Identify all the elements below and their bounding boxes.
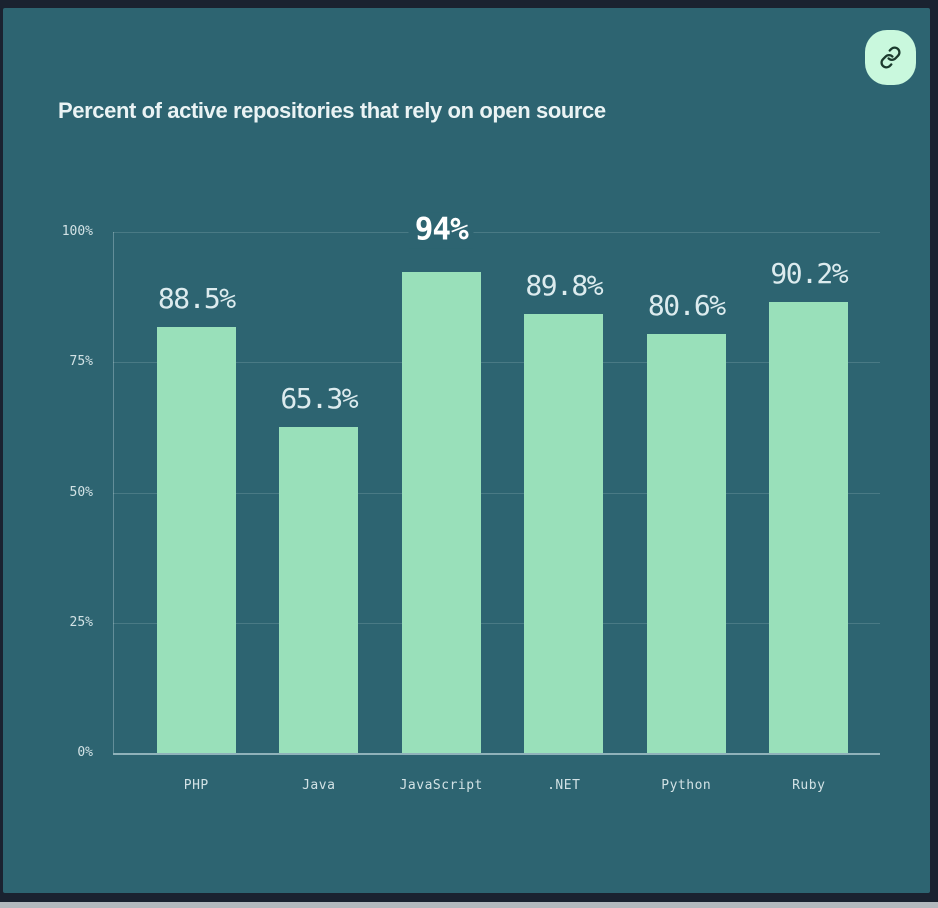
bar-value-label: 89.8% [525, 268, 603, 302]
plot-area: 100% 75% 50% 25% 0% 88.5% PHP 65.3% Java 94% JavaS… [3, 8, 930, 893]
gridline [113, 753, 880, 755]
bar-javascript[interactable] [401, 272, 481, 753]
bar-value-label: 90.2% [770, 256, 848, 290]
x-category-label: PHP [183, 778, 209, 793]
link-icon [880, 46, 901, 69]
gridline [113, 492, 880, 494]
x-category-label: Ruby [792, 778, 826, 793]
y-axis-tick-label: 25% [69, 614, 93, 630]
bar-ruby[interactable] [769, 302, 849, 753]
gridline [113, 232, 880, 233]
chart-card: Percent of active repositories that rely… [3, 8, 930, 893]
y-axis-tick-label: 100% [61, 224, 93, 239]
window-bottom-edge [0, 902, 938, 908]
chart-title: Percent of active repositories that rely… [58, 98, 606, 123]
bar-net[interactable] [524, 314, 604, 753]
y-axis-tick-label: 50% [69, 484, 93, 500]
y-axis-tick-label: 0% [77, 745, 93, 760]
bar-java[interactable] [279, 427, 359, 753]
bar-value-label: 80.6% [647, 288, 726, 322]
bar-value-label: 65.3% [280, 381, 358, 415]
bar-value-label: 94% [408, 212, 474, 248]
gridline [113, 362, 880, 364]
x-category-label: Java [302, 778, 336, 793]
share-link-button[interactable] [865, 30, 916, 85]
y-axis-line [113, 232, 114, 753]
x-category-label: .NET [547, 778, 581, 793]
x-category-label: Python [661, 778, 712, 793]
y-axis-tick-label: 75% [69, 354, 93, 370]
gridline [113, 622, 880, 624]
bar-python[interactable] [646, 334, 726, 753]
bar-php[interactable] [156, 327, 236, 753]
bar-value-label: 88.5% [157, 281, 236, 315]
x-category-label: JavaScript [399, 778, 483, 793]
